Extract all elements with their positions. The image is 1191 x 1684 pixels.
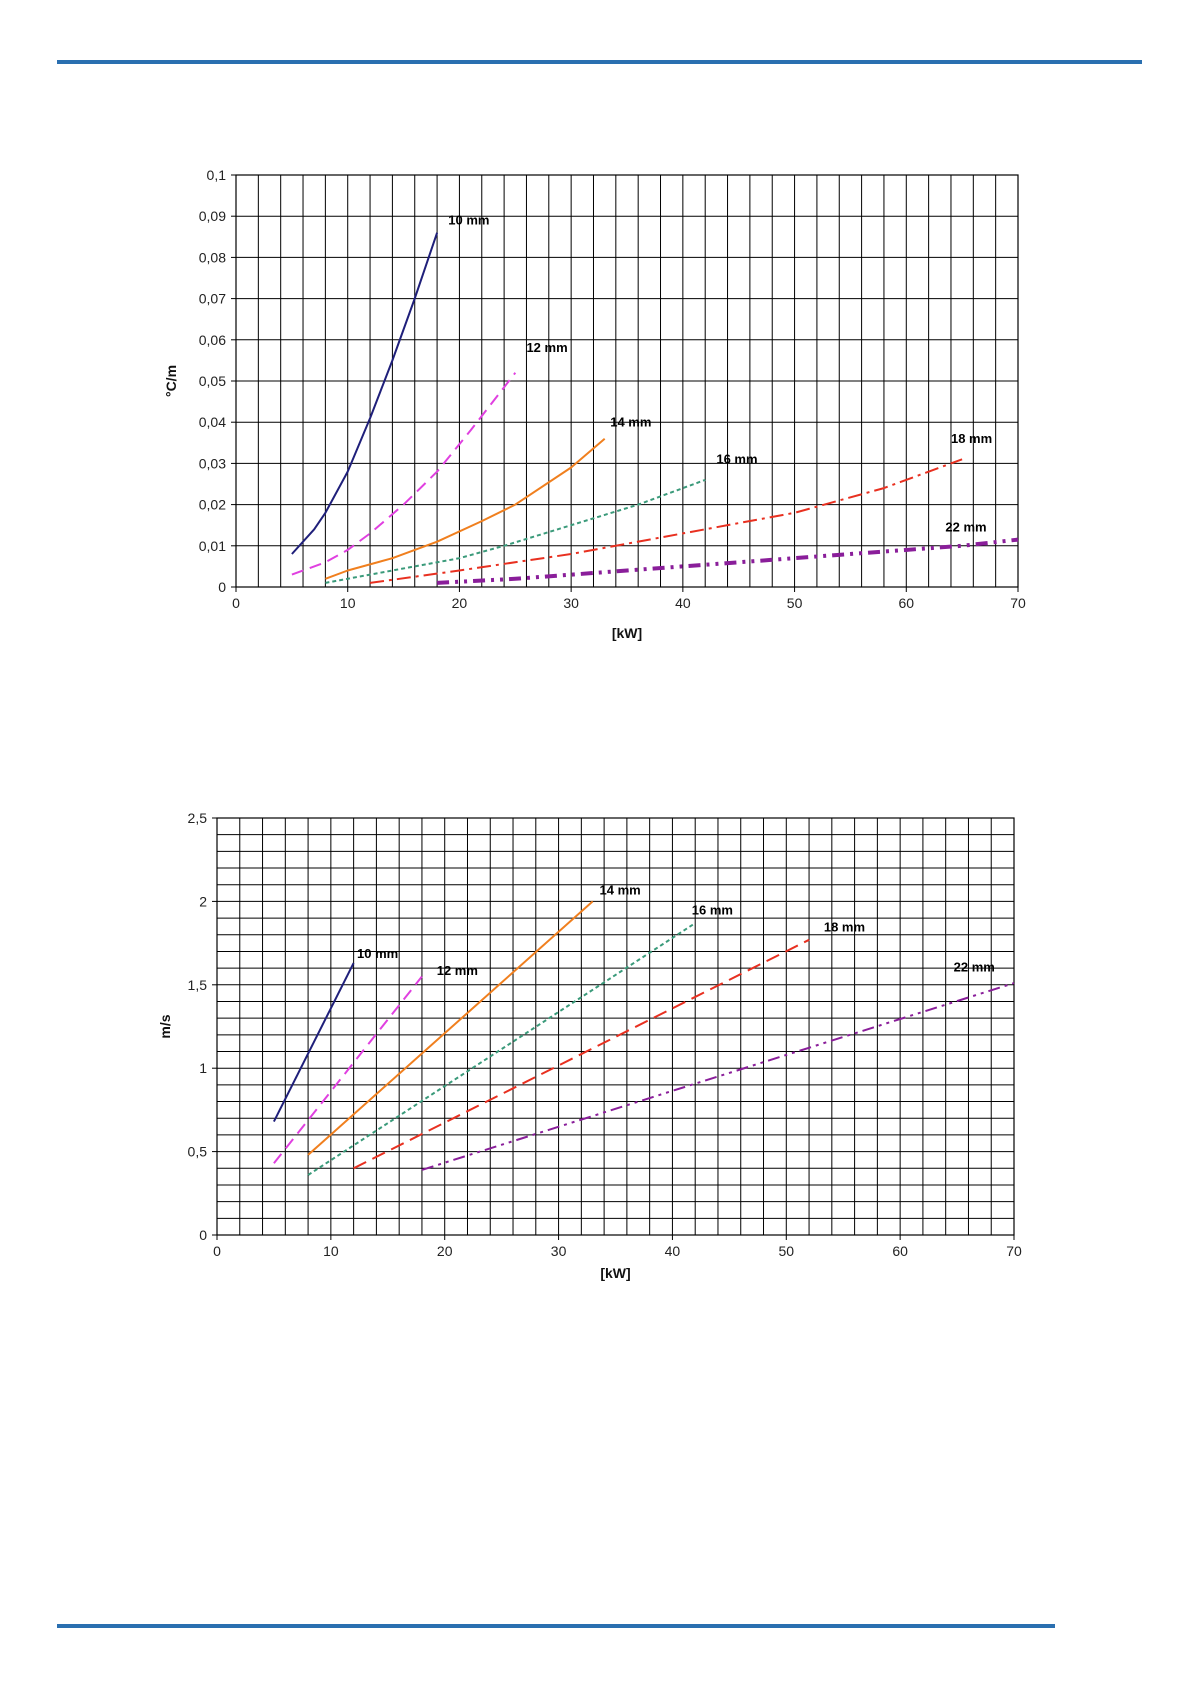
x-tick-label: 50 — [778, 1243, 794, 1259]
grid — [235, 174, 1019, 588]
y-axis-label: m/s — [157, 1014, 173, 1038]
y-tick-label: 0 — [199, 1227, 207, 1243]
x-tick-label: 20 — [437, 1243, 453, 1259]
series-label: 12 mm — [437, 963, 478, 978]
series-label: 10 mm — [448, 212, 489, 227]
x-tick-label: 70 — [1006, 1243, 1022, 1259]
series-label: 16 mm — [692, 903, 733, 918]
grid — [216, 817, 1015, 1236]
plot-frame — [216, 817, 1015, 1236]
x-tick-label: 0 — [213, 1243, 221, 1259]
series-line-10mm — [291, 232, 439, 555]
y-tick-label: 2,5 — [188, 810, 208, 826]
x-axis-label: [kW] — [600, 1265, 630, 1281]
series-line-18mm — [353, 938, 810, 1170]
y-tick-label: 1,5 — [188, 977, 208, 993]
series-label: 18 mm — [951, 431, 992, 446]
series-label: 16 mm — [716, 451, 757, 466]
y-tick-label: 0,08 — [199, 249, 226, 265]
series-line-22mm — [436, 537, 1019, 585]
y-tick-label: 0 — [218, 579, 226, 595]
x-tick-label: 0 — [232, 595, 240, 611]
series-line-14mm — [307, 900, 594, 1156]
y-tick-label: 0,02 — [199, 497, 226, 513]
bottom-rule — [57, 1624, 1055, 1628]
x-tick-label: 50 — [787, 595, 803, 611]
y-tick-label: 0,01 — [199, 538, 226, 554]
x-tick-label: 60 — [898, 595, 914, 611]
series-line-14mm — [325, 437, 606, 580]
series-line-12mm — [291, 372, 517, 576]
x-tick-label: 30 — [563, 595, 579, 611]
y-tick-label: 0,5 — [188, 1144, 208, 1160]
y-tick-label: 0,03 — [199, 455, 226, 471]
temperature-gradient-chart: 0 10 20 30 40 50 60 70 0 0,01 0,02 0,03 0,04 0,05 0,06… — [163, 167, 1026, 641]
series-line-12mm — [273, 975, 423, 1164]
velocity-chart: 0 10 20 30 40 50 60 70 0 0,5 1 1,5 2 2,5 [kW] m/s 10 mm 1… — [157, 810, 1022, 1281]
y-tick-label: 0,09 — [199, 208, 226, 224]
x-tick-label: 70 — [1010, 595, 1026, 611]
x-axis-label: [kW] — [612, 625, 642, 641]
series-label: 12 mm — [526, 340, 567, 355]
series-label: 14 mm — [600, 883, 641, 898]
series-label: 22 mm — [945, 519, 986, 534]
x-tick-label: 40 — [665, 1243, 681, 1259]
x-tick-label: 60 — [892, 1243, 908, 1259]
series-label: 14 mm — [610, 414, 651, 429]
y-tick-label: 0,05 — [199, 373, 226, 389]
series-line-16mm — [325, 478, 706, 584]
series-label: 18 mm — [824, 919, 865, 934]
top-rule — [57, 60, 1142, 64]
y-tick-label: 1 — [199, 1060, 207, 1076]
series-line-18mm — [369, 458, 963, 584]
series-line-10mm — [273, 962, 355, 1123]
x-tick-label: 30 — [551, 1243, 567, 1259]
series-label: 10 mm — [357, 946, 398, 961]
y-tick-label: 0,06 — [199, 332, 226, 348]
y-tick-label: 0,1 — [207, 167, 227, 183]
y-tick-label: 0,04 — [199, 414, 226, 430]
x-tick-label: 10 — [323, 1243, 339, 1259]
x-tick-label: 10 — [340, 595, 356, 611]
x-tick-label: 20 — [452, 595, 468, 611]
x-tick-label: 40 — [675, 595, 691, 611]
y-axis-label: °C/m — [163, 365, 179, 397]
series-line-22mm — [421, 982, 1015, 1171]
y-tick-label: 2 — [199, 893, 207, 909]
y-tick-label: 0,07 — [199, 291, 226, 307]
series-label: 22 mm — [954, 959, 995, 974]
